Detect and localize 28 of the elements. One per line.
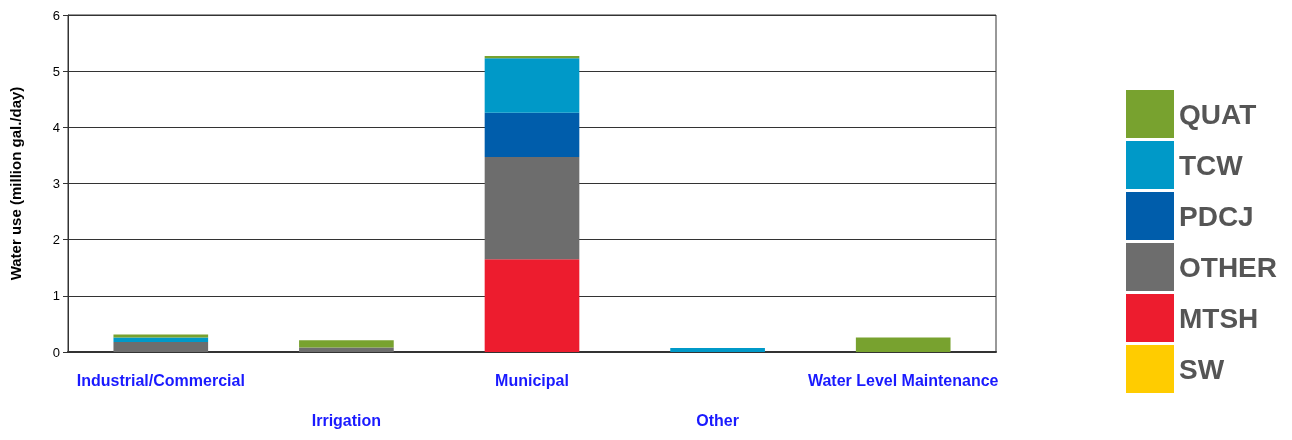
x-tick-label: Other xyxy=(696,411,739,429)
bar xyxy=(299,340,394,348)
bar xyxy=(855,337,951,352)
bar xyxy=(670,348,765,352)
legend-label: QUAT xyxy=(1179,98,1257,130)
y-tick-label: 3 xyxy=(52,176,60,191)
x-tick-label: Municipal xyxy=(495,371,569,389)
legend-label: TCW xyxy=(1179,149,1244,181)
y-tick-label: 6 xyxy=(52,7,60,23)
x-tick-label: Water Level Maintenance xyxy=(807,371,999,389)
y-tick-label: 1 xyxy=(52,288,60,304)
x-tick-label: Industrial/Commercial xyxy=(76,371,245,389)
bar xyxy=(484,112,580,158)
legend-label: SW xyxy=(1179,353,1225,385)
legend-label: OTHER xyxy=(1179,251,1277,283)
bar xyxy=(113,337,209,342)
x-tick-label: Irrigation xyxy=(311,411,382,429)
bar xyxy=(113,341,209,352)
y-tick-label: 5 xyxy=(52,63,60,79)
bar xyxy=(484,259,580,352)
legend-label: MTSH xyxy=(1179,302,1259,334)
y-tick-label: 0 xyxy=(52,344,60,360)
y-axis-title: Water use (million gal./day) xyxy=(7,86,24,281)
bar xyxy=(484,58,580,113)
bar xyxy=(484,157,580,260)
y-tick-label: 4 xyxy=(52,119,60,135)
y-tick-label: 2 xyxy=(52,232,60,248)
legend-label: PDCJ xyxy=(1179,200,1254,232)
